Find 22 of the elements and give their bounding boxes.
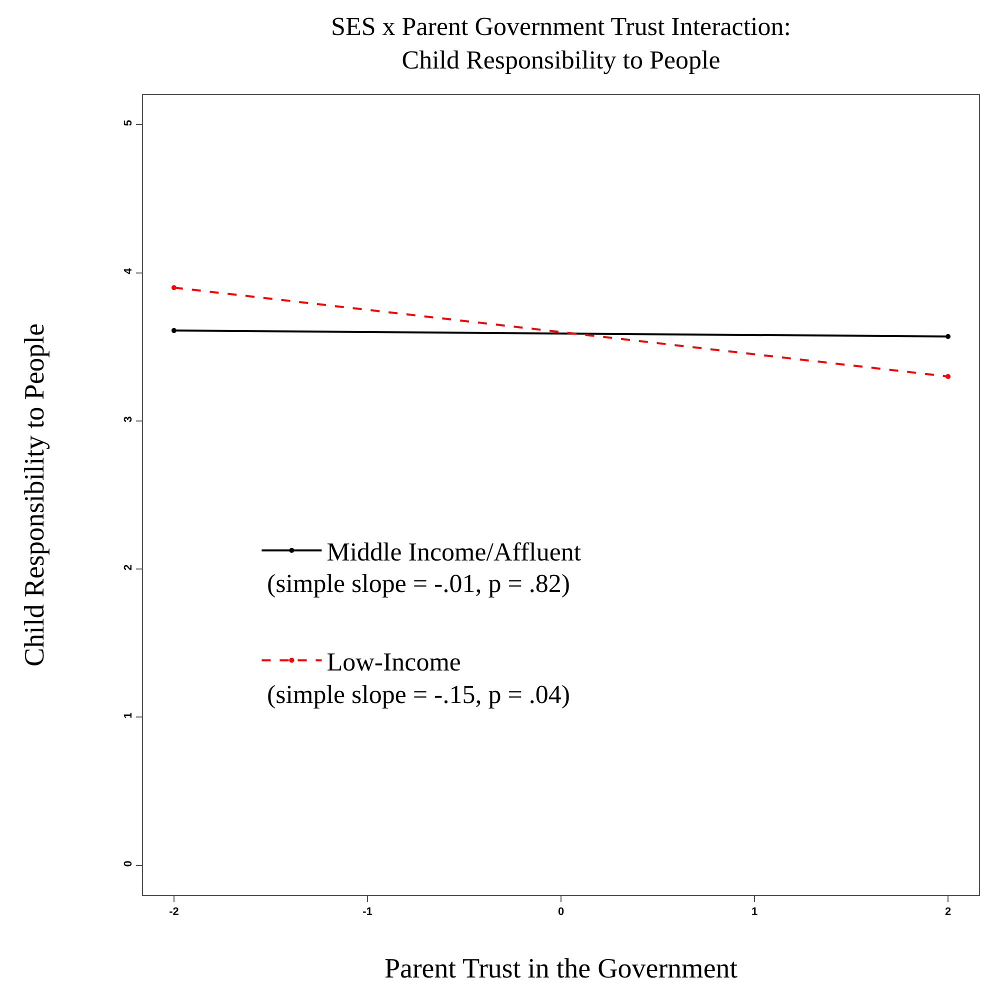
x-tick-label: -2 [169,906,179,918]
y-tick-label: 2 [122,564,135,570]
x-tick-label: 1 [751,906,758,918]
y-tick-label: 4 [122,267,135,274]
x-tick-label: 0 [558,906,564,918]
annotation: (simple slope = -.15, p = .04) [267,680,570,709]
y-tick-label: 1 [122,712,135,719]
point [946,374,951,379]
x-tick-label: -1 [362,906,372,918]
legend-label: Low-Income [326,647,461,676]
legend-label: Middle Income/Affluent [326,538,582,567]
annotation: (simple slope = -.01, p = .82) [267,569,570,598]
point [946,334,951,339]
y-tick-label: 0 [122,860,135,867]
point [171,285,176,290]
chart-title: SES x Parent Government Trust Interaction: Child Responsibility to People [330,12,792,75]
x-tick-label: 2 [944,906,952,918]
y-axis-title: Child Responsibility to People [19,323,50,667]
point [171,328,176,334]
x-axis-title: Parent Trust in the Government [384,953,738,984]
y-tick-label: 5 [122,120,135,126]
y-tick-label: 3 [122,416,135,422]
